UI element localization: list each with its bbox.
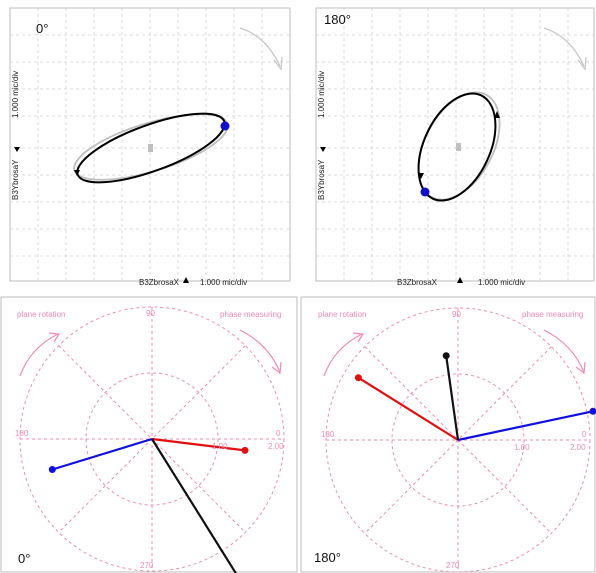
x-axis-label: B3ZbrosaX xyxy=(139,278,180,287)
y-scale-label: 1.000 mic/div xyxy=(11,71,20,118)
keyphasor-dot xyxy=(420,187,430,197)
tick-270: 270 xyxy=(446,561,460,570)
orbit-center-marker xyxy=(148,144,153,152)
curved-arrow-icon xyxy=(543,27,587,71)
ring-inner-label: 1.00 xyxy=(212,442,228,451)
direction-arrow-icon xyxy=(494,111,500,118)
x-axis-label: B3ZbrosaX xyxy=(397,278,438,287)
tick-0: 0 xyxy=(276,429,281,438)
phase-measuring-label: phase measuring xyxy=(522,310,583,319)
ring-inner-label: 1.00 xyxy=(514,443,530,452)
polar-vectors xyxy=(354,352,596,442)
angle-label: 0° xyxy=(18,551,30,566)
orbit-plot-0-svg: B3ZbrosaX 1.000 mic/div B3YbrosaY 1.000 … xyxy=(9,7,291,287)
polar-plot-0: plane rotation phase measuring 90 180 27… xyxy=(0,296,298,573)
vector-blue xyxy=(51,437,153,471)
polar-vectors xyxy=(48,437,249,573)
y-axis-label: B3YbrosaY xyxy=(317,159,326,200)
polar-plot-0-svg: plane rotation phase measuring 90 180 27… xyxy=(0,296,298,573)
orbit-center-marker xyxy=(456,143,461,151)
vector-tip-black xyxy=(442,352,450,360)
vector-black xyxy=(445,355,460,441)
y-axis-label: B3YbrosaY xyxy=(11,159,20,200)
vector-tip-blue xyxy=(589,407,596,415)
polar-plot-180-svg: plane rotation phase measuring 90 180 27… xyxy=(300,296,596,573)
vector-tip-red xyxy=(241,446,249,454)
y-axis-triangle-icon xyxy=(14,147,20,152)
ring-outer-label: 2.00 xyxy=(570,443,586,452)
vector-red xyxy=(151,437,246,452)
orbit-frame xyxy=(315,7,595,282)
angle-label: 180° xyxy=(324,12,351,27)
orbit-trace xyxy=(76,112,226,184)
plane-rotation-label: plane rotation xyxy=(318,310,366,319)
direction-arrow-icon-2 xyxy=(418,173,424,179)
phase-measuring-label: phase measuring xyxy=(220,310,281,319)
keyphasor-dot xyxy=(220,121,230,131)
vector-tip-red xyxy=(354,374,362,382)
y-axis-triangle-icon xyxy=(320,147,326,152)
ring-outer-label: 2.00 xyxy=(268,442,284,451)
plane-rotation-arrow-icon xyxy=(323,332,365,377)
tick-90: 90 xyxy=(146,309,155,318)
vector-blue xyxy=(457,410,594,442)
curved-arrow-icon xyxy=(239,27,283,71)
direction-arrow-icon xyxy=(74,170,80,176)
y-scale-label: 1.000 mic/div xyxy=(317,71,326,118)
tick-180: 180 xyxy=(15,429,29,438)
phase-measuring-arrow-icon xyxy=(543,329,586,375)
tick-180: 180 xyxy=(321,430,335,439)
polar-plot-180: plane rotation phase measuring 90 180 27… xyxy=(300,296,596,573)
orbit-trace xyxy=(417,92,497,202)
x-axis-triangle-icon xyxy=(183,277,189,283)
tick-270: 270 xyxy=(140,561,154,570)
orbit-plot-0: B3ZbrosaX 1.000 mic/div B3YbrosaY 1.000 … xyxy=(0,0,298,292)
tick-90: 90 xyxy=(452,310,461,319)
x-scale-label: 1.000 mic/div xyxy=(200,278,247,287)
orbit-plot-180: B3ZbrosaX 1.000 mic/div B3YbrosaY 1.000 … xyxy=(300,0,596,292)
x-scale-label: 1.000 mic/div xyxy=(478,278,525,287)
orbit-grid xyxy=(316,8,594,281)
tick-0: 0 xyxy=(582,430,587,439)
polar-frame xyxy=(0,296,298,573)
vector-tip-blue xyxy=(48,466,56,473)
x-axis-triangle-icon xyxy=(457,277,463,283)
phase-measuring-arrow-icon xyxy=(239,329,282,375)
vector-red xyxy=(357,376,459,441)
angle-label: 180° xyxy=(314,550,341,565)
plane-rotation-arrow-icon xyxy=(19,332,61,377)
orbit-plot-180-svg: B3ZbrosaX 1.000 mic/div B3YbrosaY 1.000 … xyxy=(315,7,595,287)
angle-label: 0° xyxy=(36,21,48,36)
vector-black xyxy=(151,438,237,573)
plane-rotation-label: plane rotation xyxy=(17,310,65,319)
